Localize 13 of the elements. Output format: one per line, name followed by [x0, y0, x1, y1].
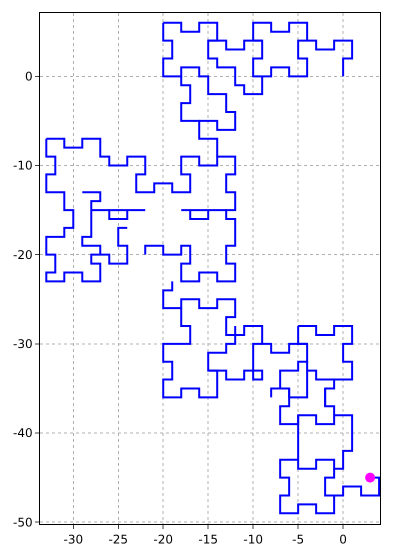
x-tick-label: 0	[339, 532, 347, 546]
x-tick-label: -30	[63, 532, 84, 546]
x-tick-label: -10	[243, 532, 263, 546]
x-tick-label: -20	[153, 532, 174, 546]
y-tick-label: 0	[24, 70, 33, 84]
y-tick-label: -10	[12, 158, 33, 173]
y-tick-label: -40	[12, 426, 33, 440]
y-tick-label: -50	[12, 515, 33, 530]
y-tick-label: -30	[12, 337, 33, 352]
x-tick-label: -5	[292, 532, 304, 546]
x-tick-label: -25	[108, 532, 128, 546]
y-tick-label: -20	[12, 248, 33, 262]
x-tick-label: -15	[198, 532, 218, 546]
